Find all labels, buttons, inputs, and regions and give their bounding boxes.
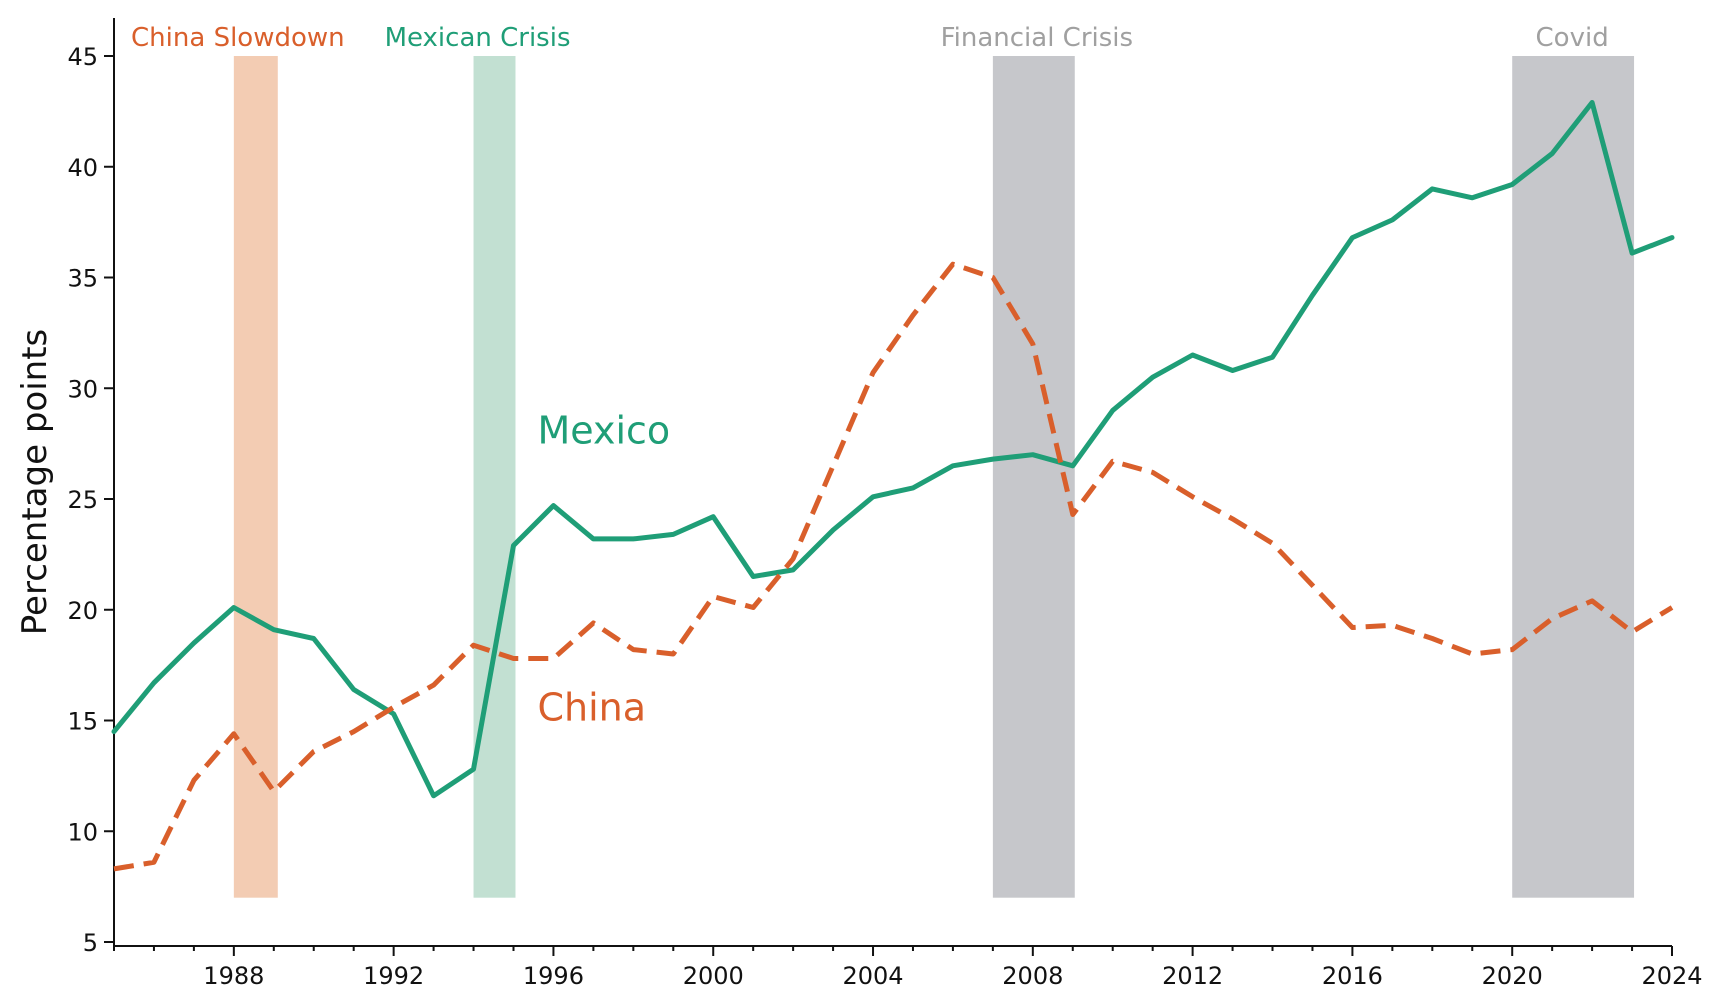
shaded-period-label-2: Financial Crisis xyxy=(941,23,1134,53)
x-axis-ticks: 1988 1992 1996 2000 2004 2008 2012 2016 2020 2024 xyxy=(113,946,1703,990)
x-tick-label: 2008 xyxy=(1002,962,1063,990)
axes xyxy=(113,18,1672,947)
y-tick-label: 15 xyxy=(67,708,98,736)
y-axis-title: Percentage points xyxy=(15,329,55,636)
series-labels: Mexico China xyxy=(537,409,670,730)
shaded-period-3 xyxy=(1512,56,1635,898)
x-tick-label: 2004 xyxy=(842,962,903,990)
y-tick-label: 45 xyxy=(67,43,98,71)
y-tick-label: 30 xyxy=(67,375,98,403)
y-tick-label: 20 xyxy=(67,597,98,625)
series-lines xyxy=(111,100,1675,872)
series-label-mexico: Mexico xyxy=(537,409,670,453)
shaded-period-label-3: Covid xyxy=(1536,23,1609,53)
shaded-period-labels: China Slowdown Mexican Crisis Financial Cr… xyxy=(131,23,1609,53)
shaded-period-2 xyxy=(992,56,1075,898)
shaded-period-1 xyxy=(473,56,516,898)
series-line-mexico xyxy=(111,100,1675,799)
y-tick-label: 25 xyxy=(67,486,98,514)
series-line-china xyxy=(113,261,1674,872)
x-tick-label: 2016 xyxy=(1322,962,1383,990)
shaded-period-0 xyxy=(233,56,278,898)
shaded-period-label-1: Mexican Crisis xyxy=(385,23,571,53)
y-tick-label: 10 xyxy=(67,818,98,846)
shaded-period-label-0: China Slowdown xyxy=(131,23,345,53)
series-label-china: China xyxy=(537,686,646,730)
x-tick-label: 2024 xyxy=(1641,962,1702,990)
x-tick-label: 1988 xyxy=(203,962,264,990)
shaded-periods xyxy=(233,56,1635,898)
x-tick-label: 1996 xyxy=(523,962,584,990)
y-tick-label: 40 xyxy=(67,154,98,182)
x-tick-label: 1992 xyxy=(363,962,424,990)
x-tick-label: 2020 xyxy=(1482,962,1543,990)
y-axis-ticks: 5 10 15 20 25 30 35 40 45 xyxy=(67,43,114,957)
x-tick-label: 2012 xyxy=(1162,962,1223,990)
x-tick-label: 2000 xyxy=(683,962,744,990)
y-tick-label: 35 xyxy=(67,265,98,293)
y-tick-label: 5 xyxy=(83,929,98,957)
